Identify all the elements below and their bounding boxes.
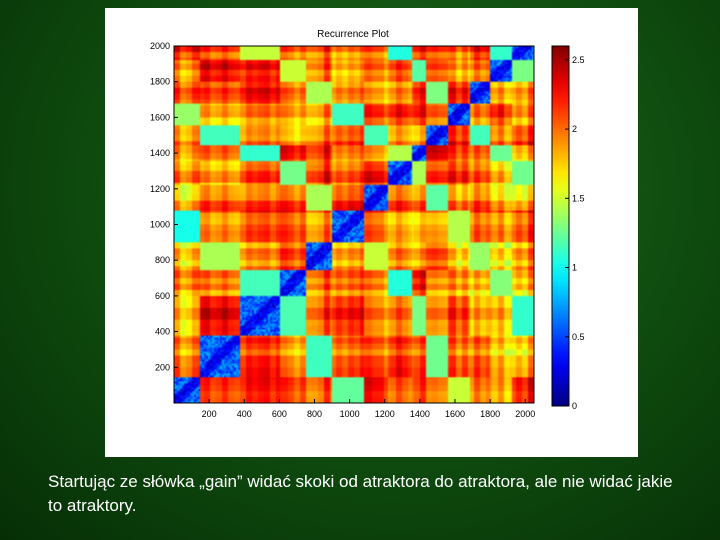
y-tick-label: 1400 [150,148,170,158]
heatmap-image [174,46,534,403]
chart-title: Recurrence Plot [317,29,389,40]
colorbar-tick-label: 0 [572,401,577,411]
y-tick-label: 1000 [150,220,170,230]
y-tick-label: 2000 [150,41,170,51]
colorbar-tick-label: 1.5 [572,193,585,203]
y-tick-label: 1600 [150,112,170,122]
x-tick-label: 1600 [445,409,465,419]
figure-panel: Recurrence Plot 200 400 600 800 1000 1200 1400… [105,8,638,457]
y-tick-label: 1200 [150,184,170,194]
x-tick-label: 800 [307,409,322,419]
y-tick-label: 1800 [150,77,170,87]
x-tick-label: 1800 [480,409,500,419]
heatmap [174,46,534,403]
colorbar: 0 0.5 1 1.5 2 2.5 [551,45,585,411]
x-tick-label: 600 [272,409,287,419]
y-tick-label: 600 [155,291,170,301]
x-tick-label: 200 [202,409,217,419]
x-axis: 200 400 600 800 1000 1200 1400 1600 1800 2000 [202,399,535,419]
x-tick-label: 2000 [515,409,535,419]
y-axis: 200 400 600 800 1000 1200 1400 1600 1800 2000 [150,41,178,372]
x-tick-label: 1200 [375,409,395,419]
recurrence-plot-chart: Recurrence Plot 200 400 600 800 1000 1200 1400… [150,29,585,419]
colorbar-tick-label: 2.5 [572,55,585,65]
y-tick-label: 400 [155,327,170,337]
colorbar-gradient [551,45,570,407]
colorbar-tick-label: 1 [572,263,577,273]
colorbar-tick-label: 0.5 [572,332,585,342]
x-tick-label: 400 [237,409,252,419]
x-tick-label: 1400 [410,409,430,419]
slide-caption: Startując ze słówka „gain” widać skoki o… [48,472,673,515]
colorbar-tick-label: 2 [572,124,577,134]
x-tick-label: 1000 [340,409,360,419]
y-tick-label: 800 [155,255,170,265]
y-tick-label: 200 [155,362,170,372]
